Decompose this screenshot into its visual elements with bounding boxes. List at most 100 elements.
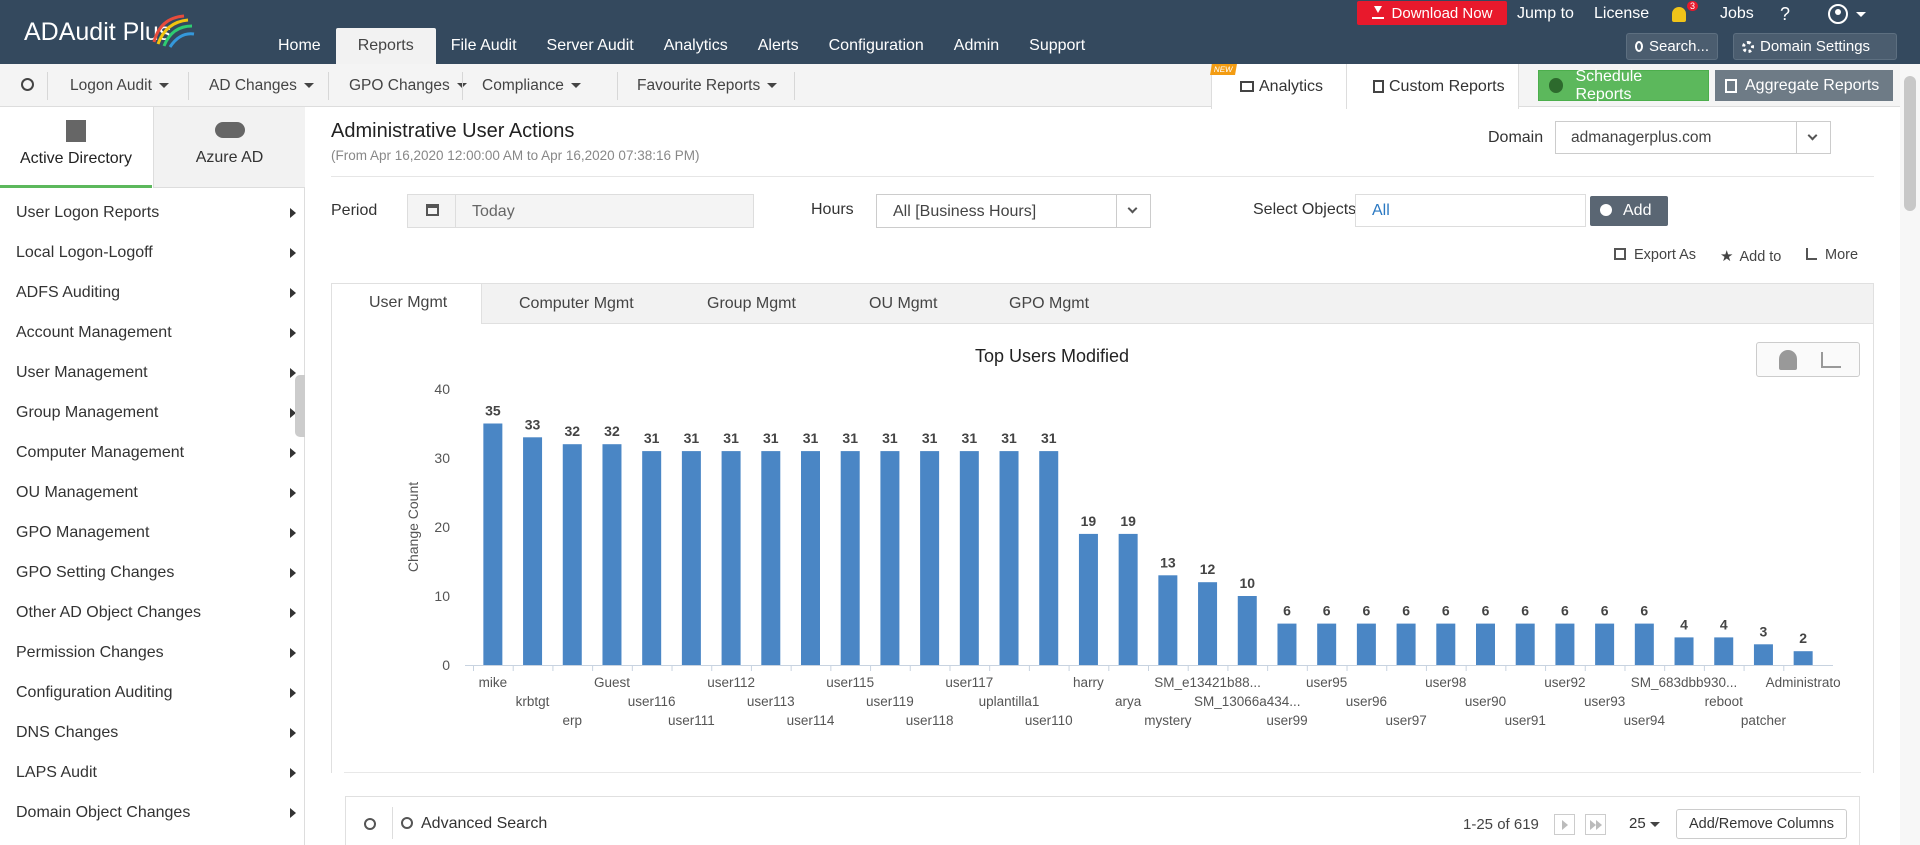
bar — [602, 444, 622, 665]
sidebar-item-ou-management[interactable]: OU Management — [16, 484, 296, 502]
sidebar-item-account-management[interactable]: Account Management — [16, 324, 296, 342]
add-objects-button[interactable]: Add — [1590, 196, 1668, 226]
last-page-button[interactable] — [1585, 814, 1606, 835]
domain-settings-button[interactable]: Domain Settings — [1733, 33, 1897, 60]
nav-server-audit[interactable]: Server Audit — [546, 37, 634, 54]
search-button[interactable]: Search... — [1626, 33, 1718, 60]
clock-icon — [1549, 78, 1564, 93]
period-value: Today — [472, 203, 515, 220]
app-logo[interactable]: ADAudit Plus — [24, 18, 172, 46]
sidebar-item-adfs-auditing[interactable]: ADFS Auditing — [16, 284, 296, 302]
help-icon[interactable]: ? — [1780, 3, 1791, 24]
jump-to-link[interactable]: Jump to — [1517, 5, 1574, 22]
x-tick-label: user116 — [628, 694, 676, 709]
download-now-button[interactable]: Download Now — [1357, 1, 1507, 25]
ad-changes-menu[interactable]: AD Changes — [209, 77, 314, 95]
nav-support[interactable]: Support — [1029, 37, 1086, 54]
nav-alerts[interactable]: Alerts — [757, 37, 799, 54]
sidebar-item-laps-audit[interactable]: LAPS Audit — [16, 764, 296, 782]
chevron-down-icon — [303, 83, 314, 89]
x-tick-label: erp — [563, 713, 583, 728]
top-users-chart: Top Users Modified Change Count 0 10 20 30 40 3… — [405, 346, 1841, 728]
y-tick-label: 10 — [434, 588, 450, 604]
sidebar-item-gpo-setting-changes[interactable]: GPO Setting Changes — [16, 564, 296, 582]
sidebar-item-configuration-auditing[interactable]: Configuration Auditing — [16, 684, 296, 702]
schedule-reports-button[interactable]: Schedule Reports — [1538, 68, 1709, 103]
bar — [1634, 623, 1654, 665]
tab-group-mgmt[interactable]: Group Mgmt — [707, 295, 796, 312]
data-label: 31 — [842, 430, 858, 446]
sidebar-item-computer-management[interactable]: Computer Management — [16, 444, 296, 462]
x-tick-label: SM_e13421b88... — [1154, 675, 1261, 690]
bar — [1039, 451, 1059, 665]
data-label: 6 — [1601, 603, 1609, 619]
compliance-menu[interactable]: Compliance — [482, 77, 581, 95]
jobs-link[interactable]: Jobs — [1720, 5, 1754, 22]
sidebar-item-user-management[interactable]: User Management — [16, 364, 296, 382]
page-size-select[interactable]: 25 — [1629, 815, 1660, 832]
search-icon[interactable] — [364, 818, 376, 830]
notification-count-badge: 3 — [1687, 1, 1699, 11]
favourite-reports-menu[interactable]: Favourite Reports — [637, 77, 778, 95]
nav-reports[interactable]: Reports — [335, 28, 436, 64]
tab-azure-ad[interactable]: Azure AD — [153, 107, 305, 188]
chevron-down-icon — [1116, 195, 1150, 227]
tab-label: Active Directory — [19, 150, 133, 167]
scrollbar-thumb[interactable] — [1904, 76, 1916, 211]
aggregate-reports-button[interactable]: Aggregate Reports — [1715, 70, 1893, 101]
sidebar-collapse-handle[interactable] — [295, 375, 305, 437]
data-label: 31 — [684, 430, 700, 446]
select-objects-input[interactable]: All — [1355, 194, 1586, 227]
logon-audit-menu[interactable]: Logon Audit — [70, 77, 169, 95]
domain-settings-label: Domain Settings — [1760, 38, 1871, 55]
chart-type-icon[interactable] — [1821, 352, 1841, 368]
data-label: 6 — [1402, 603, 1410, 619]
period-picker[interactable]: Today — [407, 194, 754, 228]
sidebar-item-group-management[interactable]: Group Management — [16, 404, 296, 422]
notifications-button[interactable]: 3 — [1672, 0, 1699, 28]
analytics-tab[interactable]: NEW Analytics — [1210, 64, 1347, 109]
data-label: 2 — [1799, 630, 1807, 646]
nav-analytics[interactable]: Analytics — [663, 37, 728, 54]
license-link[interactable]: License — [1594, 5, 1650, 22]
x-tick-label: user119 — [866, 694, 914, 709]
more-icon — [1806, 248, 1817, 260]
export-as-button[interactable]: Export As — [1614, 247, 1696, 263]
tab-active-directory[interactable]: Active Directory — [0, 107, 152, 188]
tab-user-mgmt[interactable]: User Mgmt — [332, 284, 482, 324]
domain-select[interactable]: admanagerplus.com — [1555, 121, 1831, 154]
hours-select[interactable]: All [Business Hours] — [876, 194, 1151, 228]
user-menu[interactable] — [1828, 0, 1866, 28]
nav-file-audit[interactable]: File Audit — [450, 37, 517, 54]
sidebar-item-label: Computer Management — [16, 444, 185, 461]
advanced-search-button[interactable]: Advanced Search — [401, 815, 547, 833]
nav-admin[interactable]: Admin — [953, 37, 1000, 54]
bar — [1555, 623, 1575, 665]
user-chart-icon[interactable] — [1779, 350, 1797, 370]
sidebar-item-domain-object-changes[interactable]: Domain Object Changes — [16, 804, 296, 822]
hours-value: All [Business Hours] — [893, 203, 1037, 220]
add-remove-columns-button[interactable]: Add/Remove Columns — [1676, 809, 1847, 839]
sidebar-item-user-logon-reports[interactable]: User Logon Reports — [16, 204, 296, 222]
select-objects-value: All — [1372, 202, 1390, 219]
sidebar-item-dns-changes[interactable]: DNS Changes — [16, 724, 296, 742]
custom-reports-tab[interactable]: Custom Reports — [1346, 64, 1519, 109]
page-scrollbar[interactable] — [1900, 64, 1920, 845]
nav-configuration[interactable]: Configuration — [828, 37, 924, 54]
data-label: 4 — [1680, 616, 1688, 632]
gpo-changes-menu[interactable]: GPO Changes — [349, 77, 467, 95]
sidebar-item-local-logon-logoff[interactable]: Local Logon-Logoff — [16, 244, 296, 262]
tab-computer-mgmt[interactable]: Computer Mgmt — [519, 295, 634, 312]
add-to-button[interactable]: ★ Add to — [1720, 248, 1782, 265]
tab-gpo-mgmt[interactable]: GPO Mgmt — [1009, 295, 1090, 312]
bar — [1158, 575, 1178, 665]
tab-ou-mgmt[interactable]: OU Mgmt — [869, 295, 938, 312]
sidebar-item-permission-changes[interactable]: Permission Changes — [16, 644, 296, 662]
chevron-right-icon — [290, 568, 296, 578]
nav-home[interactable]: Home — [278, 37, 321, 54]
search-icon[interactable] — [21, 78, 34, 91]
sidebar-item-other-ad-object-changes[interactable]: Other AD Object Changes — [16, 604, 296, 622]
next-page-button[interactable] — [1554, 814, 1575, 835]
more-button[interactable]: More — [1806, 247, 1858, 263]
sidebar-item-gpo-management[interactable]: GPO Management — [16, 524, 296, 542]
